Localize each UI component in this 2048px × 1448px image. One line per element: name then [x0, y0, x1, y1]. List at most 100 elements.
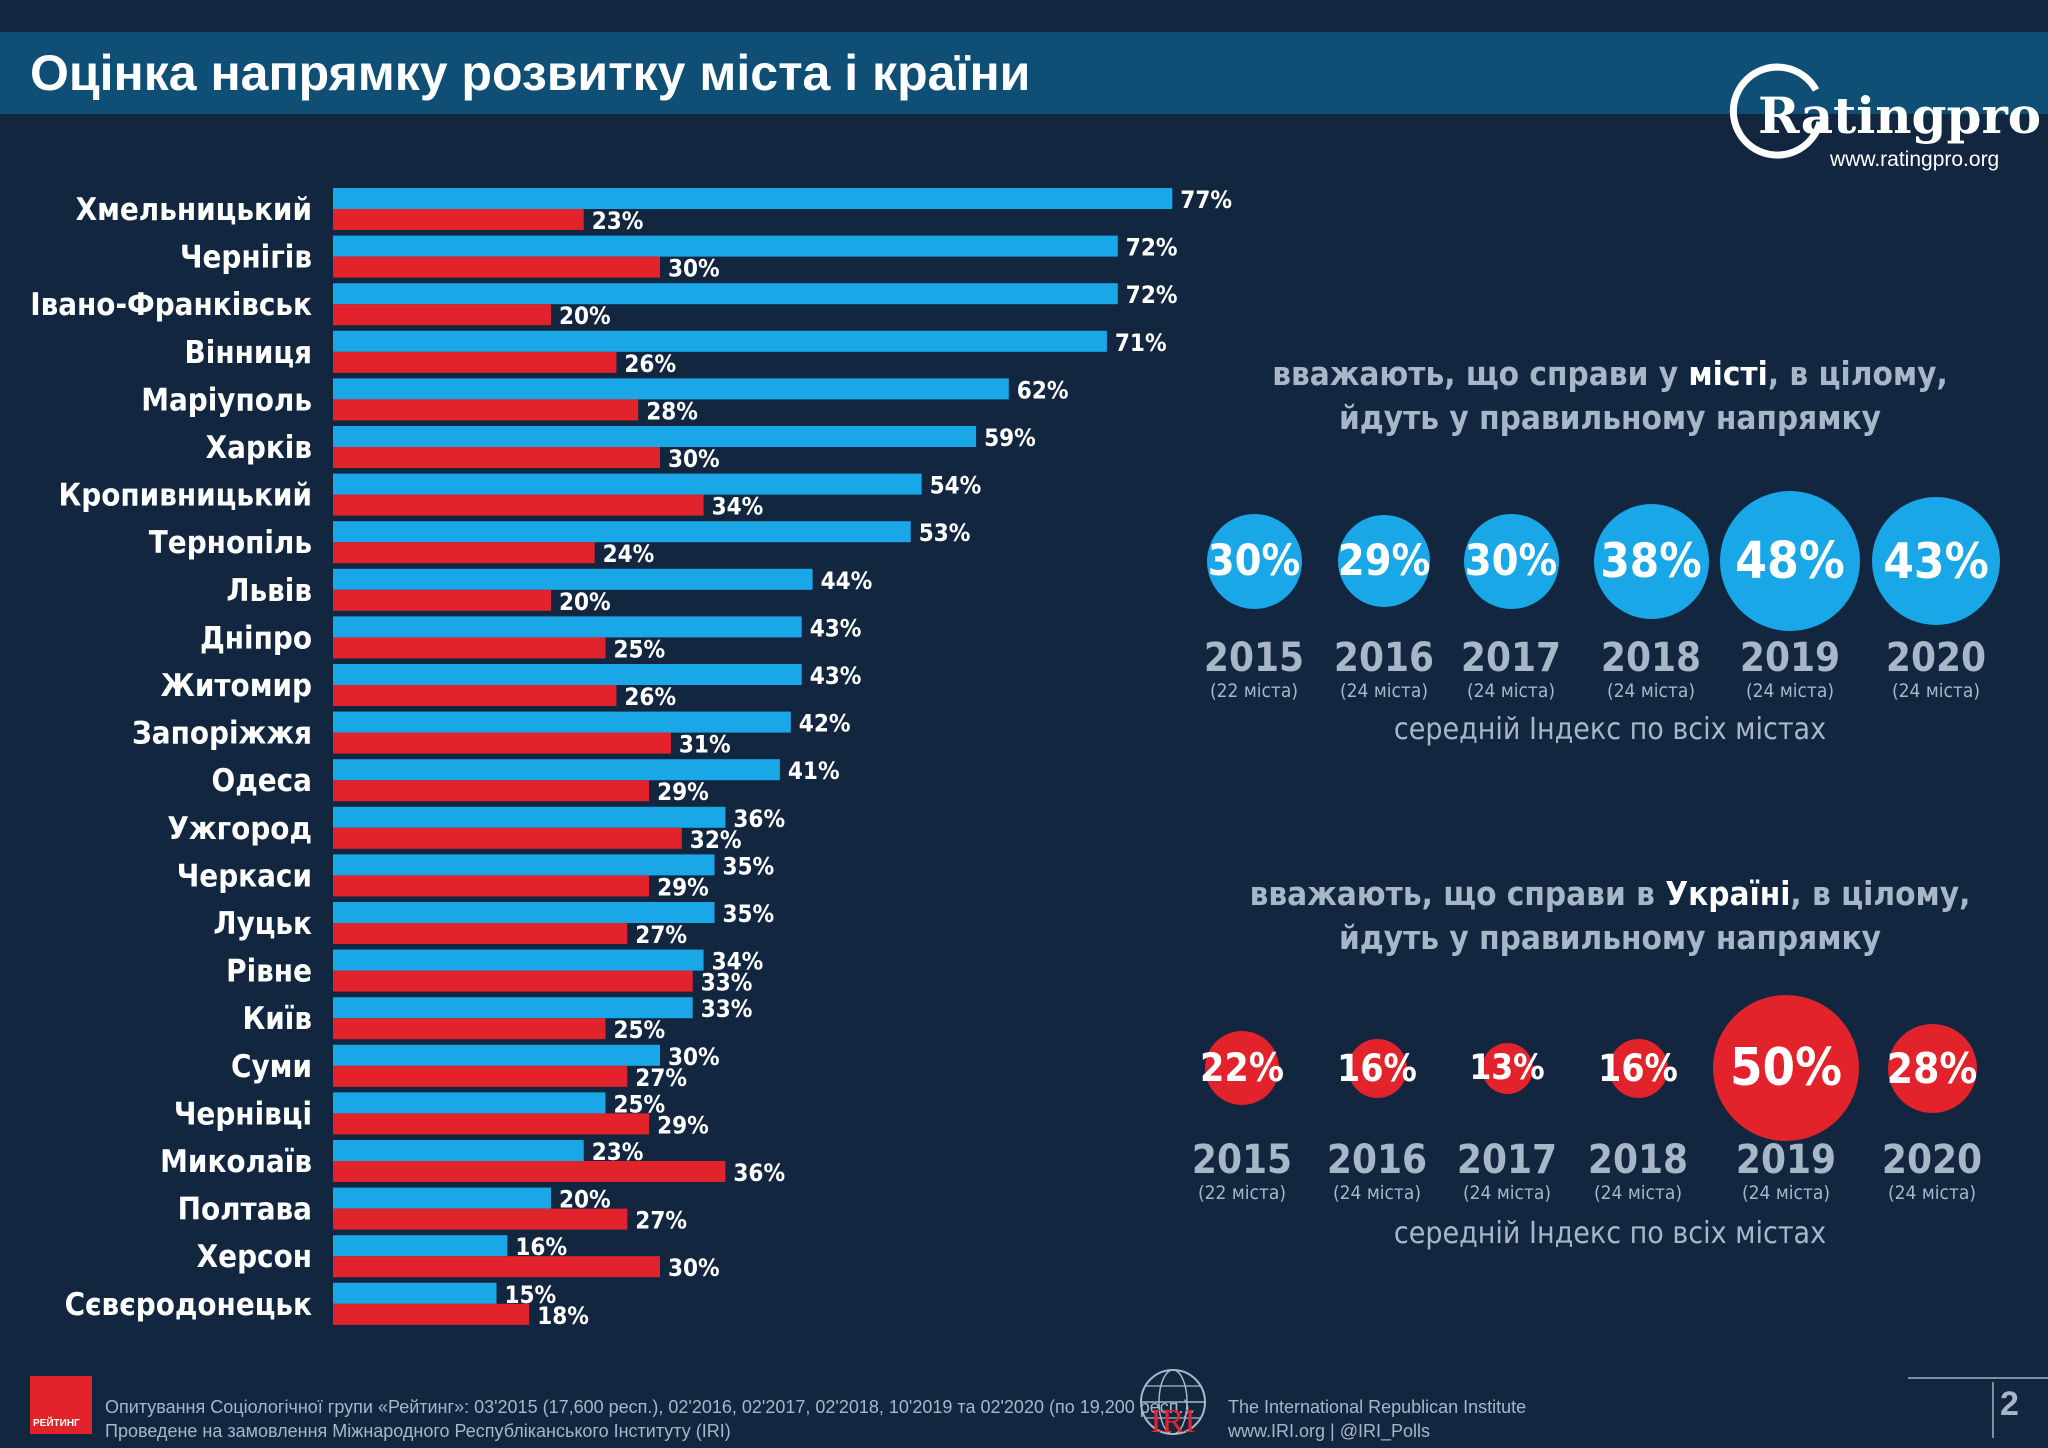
- country-bar: [333, 542, 595, 564]
- city-bar: [333, 902, 715, 923]
- city-index-year: 2015: [1203, 635, 1305, 681]
- country-index-year-note: (24 міста): [1463, 1182, 1551, 1204]
- city-bar: [333, 188, 1173, 209]
- country-index-year-note: (22 міста): [1198, 1182, 1286, 1204]
- country-value-label: 29%: [657, 1111, 709, 1139]
- page-divider: [1908, 1377, 2048, 1379]
- city-value-label: 42%: [799, 710, 851, 738]
- city-index-year-label: 2015 (22 міста): [1189, 636, 1319, 702]
- city-index-year-label: 2020 (24 міста): [1871, 636, 2001, 702]
- city-panel-title: вважають, що справи у місті, в цілому, й…: [1180, 352, 2040, 440]
- city-label: Київ: [242, 1001, 312, 1037]
- country-value-label: 24%: [603, 540, 655, 568]
- city-value-label: 53%: [919, 519, 971, 547]
- country-bar: [333, 637, 606, 659]
- country-index-year-label: 2019 (24 міста): [1721, 1138, 1851, 1204]
- city-index-bubble: 30%: [1463, 513, 1559, 609]
- country-bar: [333, 1256, 660, 1278]
- city-bar: [333, 854, 715, 876]
- country-bar: [333, 1208, 628, 1230]
- city-title-pre: вважають, що справи у: [1272, 354, 1689, 393]
- city-panel-subtitle: середній Індекс по всіх містах: [1393, 712, 1827, 747]
- city-value-label: 35%: [723, 852, 775, 880]
- city-index-bubble: 30%: [1206, 513, 1302, 609]
- iri-logo-text: IRI: [1150, 1403, 1195, 1440]
- city-value-label: 59%: [984, 424, 1036, 452]
- city-index-year-note: (24 міста): [1892, 680, 1980, 702]
- country-index-bubble: 16%: [1598, 1038, 1678, 1098]
- city-value-label: 44%: [821, 567, 873, 595]
- country-title-post: , в цілому,: [1790, 874, 1971, 913]
- city-bar: [333, 806, 726, 828]
- country-index-year: 2018: [1587, 1137, 1689, 1183]
- country-index-year-label: 2020 (24 міста): [1867, 1138, 1997, 1204]
- city-index-year: 2019: [1739, 635, 1841, 681]
- country-value-label: 26%: [624, 350, 676, 378]
- country-index-year: 2019: [1735, 1137, 1837, 1183]
- country-bar: [333, 780, 650, 802]
- country-title-line2: йдуть у правильному напрямку: [1338, 918, 1882, 957]
- country-value-label: 30%: [668, 445, 720, 473]
- footer-source-line2: Проведене на замовлення Міжнародного Рес…: [105, 1421, 731, 1441]
- logo-name: Ratingpro: [1758, 86, 2042, 145]
- city-value-label: 71%: [1115, 329, 1167, 357]
- country-bar: [333, 1018, 606, 1040]
- country-bar: [333, 1303, 530, 1325]
- country-index-year-note: (24 міста): [1594, 1182, 1682, 1204]
- country-value-label: 29%: [657, 873, 709, 901]
- city-index-year-label: 2016 (24 міста): [1319, 636, 1449, 702]
- country-bar: [333, 827, 682, 849]
- city-value-label: 36%: [733, 805, 785, 833]
- page-number: 2: [2000, 1385, 2019, 1423]
- country-value-label: 27%: [635, 1064, 687, 1092]
- city-title-post: , в цілому,: [1767, 354, 1948, 393]
- country-value-label: 32%: [690, 826, 742, 854]
- city-bar: [333, 1187, 551, 1209]
- city-label: Черкаси: [177, 858, 312, 894]
- country-index-year-note: (24 міста): [1742, 1182, 1830, 1204]
- city-label: Сєвєродонецьк: [65, 1287, 312, 1323]
- city-bar: [333, 1044, 660, 1066]
- city-bar: [333, 759, 780, 781]
- logo-url: www.ratingpro.org: [1830, 148, 2000, 171]
- city-index-year-note: (24 міста): [1746, 680, 1834, 702]
- country-value-label: 18%: [537, 1302, 589, 1330]
- country-bar: [333, 447, 660, 468]
- city-label: Чернівці: [174, 1096, 312, 1132]
- country-bar: [333, 494, 704, 516]
- city-index-year-note: (24 міста): [1340, 680, 1428, 702]
- city-index-bubble: 29%: [1338, 515, 1430, 607]
- country-index-year-label: 2015 (22 міста): [1177, 1138, 1307, 1204]
- country-bar: [333, 685, 617, 706]
- country-title-highlight: Україні: [1665, 874, 1791, 913]
- city-bar-chart: Хмельницький 77% 23% Чернігів 72% 30% Івано-Фр…: [30, 186, 1232, 1330]
- page-divider-vertical: [1992, 1382, 1994, 1438]
- city-title-highlight: місті: [1688, 354, 1768, 393]
- country-index-bubble: 13%: [1469, 1042, 1545, 1094]
- city-value-label: 41%: [788, 757, 840, 785]
- city-index-year-note: (24 міста): [1607, 680, 1695, 702]
- city-value-label: 54%: [930, 472, 982, 500]
- country-index-bubble: 16%: [1337, 1038, 1417, 1098]
- city-label: Суми: [231, 1049, 312, 1085]
- country-index-bubble: 22%: [1200, 1031, 1284, 1105]
- country-index-year-label: 2018 (24 міста): [1573, 1138, 1703, 1204]
- country-value-label: 27%: [635, 921, 687, 949]
- city-label: Вінниця: [185, 335, 312, 371]
- city-bar: [333, 235, 1118, 257]
- country-value-label: 28%: [646, 397, 698, 425]
- city-bar: [333, 1235, 508, 1257]
- country-value-label: 26%: [624, 683, 676, 711]
- city-index-year: 2018: [1600, 635, 1702, 681]
- country-value-label: 23%: [592, 207, 644, 235]
- city-label: Одеса: [212, 763, 313, 799]
- city-index-year-label: 2019 (24 міста): [1725, 636, 1855, 702]
- country-index-year: 2017: [1456, 1137, 1558, 1183]
- country-index-year-note: (24 міста): [1888, 1182, 1976, 1204]
- city-index-bubble: 43%: [1872, 497, 2000, 625]
- city-bar: [333, 1092, 606, 1114]
- city-value-label: 34%: [712, 948, 764, 976]
- city-bar: [333, 1282, 497, 1304]
- country-index-year-label: 2017 (24 міста): [1442, 1138, 1572, 1204]
- country-value-label: 30%: [668, 1254, 720, 1282]
